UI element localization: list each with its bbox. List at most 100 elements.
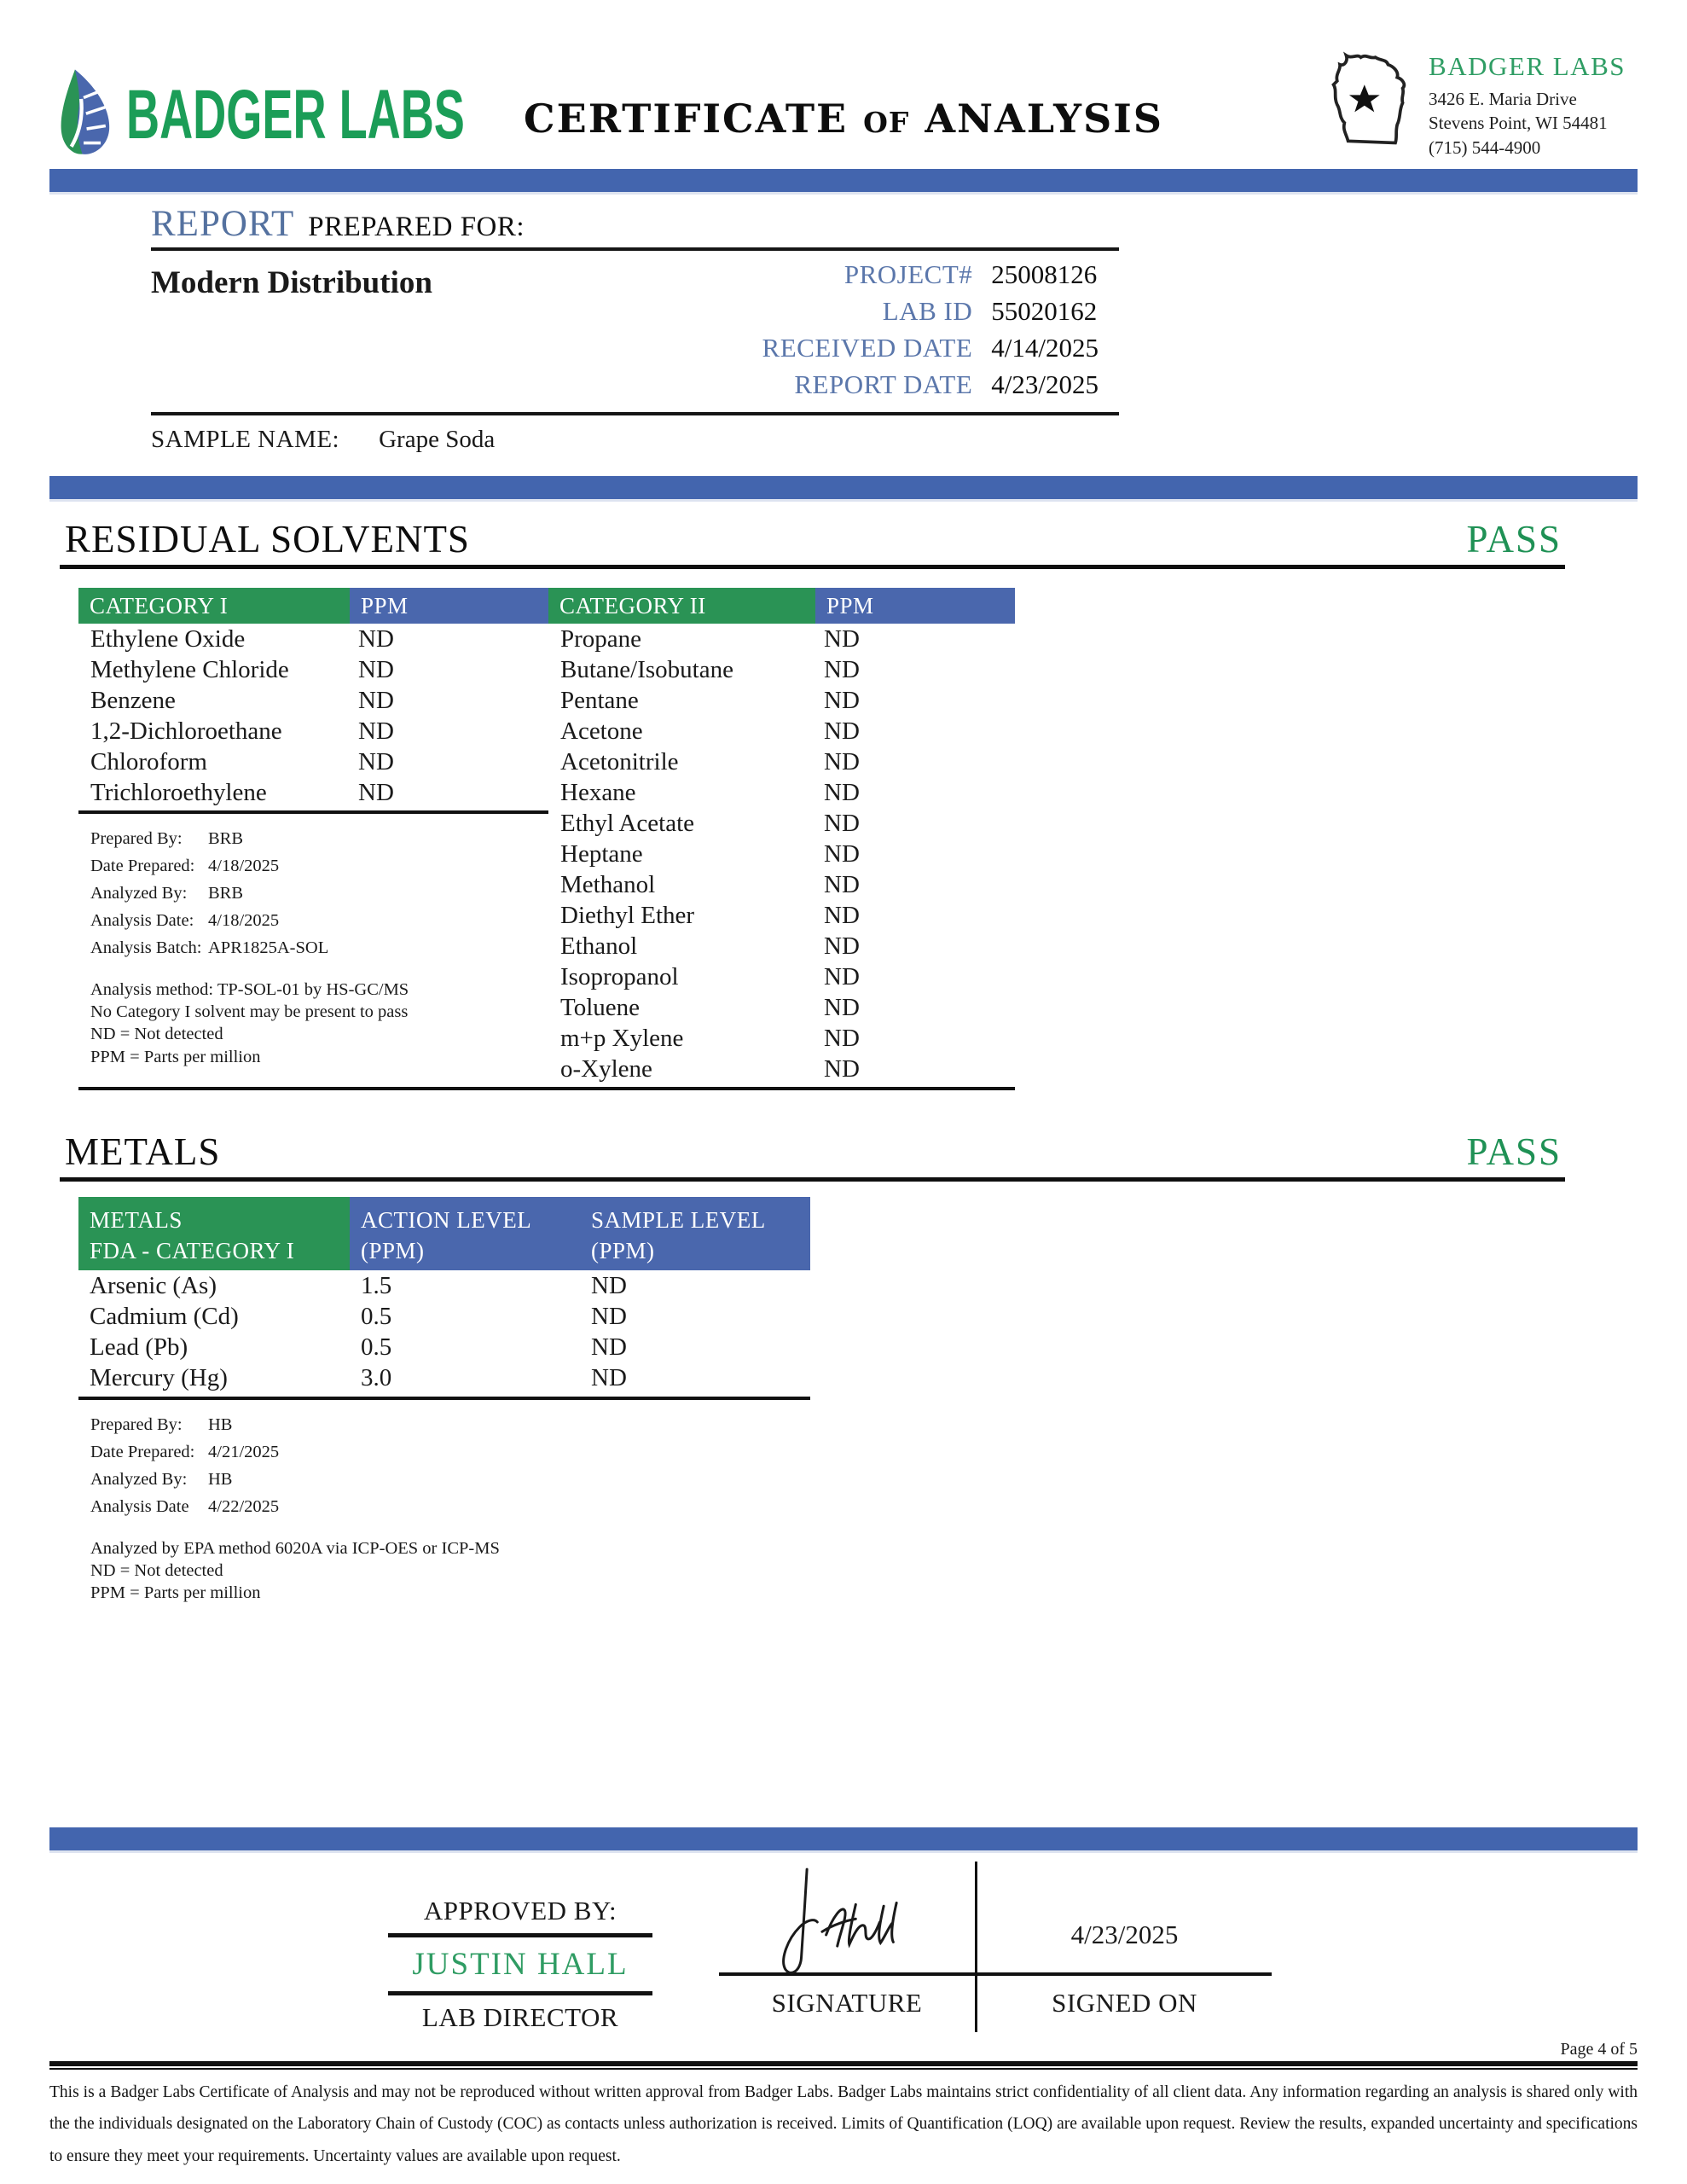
header-line: (PPM) bbox=[361, 1238, 425, 1264]
column-header-ppm2: PPM bbox=[815, 588, 1015, 624]
report-info-section: REPORT PREPARED FOR: Modern Distribution… bbox=[151, 203, 1119, 462]
meta-label: Date Prepared: bbox=[90, 857, 195, 875]
solvent-ppm-value: ND bbox=[824, 993, 860, 1021]
table-row: Heptane ND bbox=[548, 839, 1015, 869]
note-line: PPM = Parts per million bbox=[90, 1583, 261, 1603]
note-line: No Category I solvent may be present to … bbox=[90, 1002, 409, 1022]
metals-meta: Prepared By: HB Date Prepared: 4/21/2025… bbox=[90, 1415, 810, 1517]
meta-value: 4/22/2025 bbox=[208, 1497, 280, 1516]
solvent-ppm-value: ND bbox=[824, 962, 860, 990]
sample-name-row: SAMPLE NAME: Grape Soda bbox=[151, 415, 1119, 462]
metal-action-level: 1.5 bbox=[361, 1271, 392, 1299]
metals-status-badge: PASS bbox=[1466, 1130, 1562, 1173]
metal-sample-level: ND bbox=[591, 1333, 627, 1361]
solvent-ppm-value: ND bbox=[358, 624, 394, 653]
note-line: ND = Not detected bbox=[90, 1025, 223, 1044]
logo-wordmark: BADGER LABS bbox=[126, 76, 465, 154]
meta-row: Prepared By: BRB bbox=[90, 829, 548, 849]
title-word-certificate: CERTIFICATE bbox=[524, 96, 849, 142]
report-label: REPORT bbox=[151, 204, 295, 244]
table-row: Toluene ND bbox=[548, 992, 1015, 1023]
solvent-name: Ethanol bbox=[560, 932, 638, 960]
report-prepared-for-heading: REPORT PREPARED FOR: bbox=[151, 203, 1119, 251]
solvent-ppm-value: ND bbox=[824, 778, 860, 806]
table-row: Diethyl Ether ND bbox=[548, 900, 1015, 931]
star-icon bbox=[1348, 84, 1380, 113]
solvent-name: Diethyl Ether bbox=[560, 901, 695, 929]
table-row: Methanol ND bbox=[548, 869, 1015, 900]
solvent-name: Hexane bbox=[560, 778, 636, 806]
metal-sample-level: ND bbox=[591, 1302, 627, 1330]
meta-value: HB bbox=[208, 1470, 233, 1489]
solvents-table-body: Ethylene Oxide ND Methylene Chloride ND … bbox=[78, 624, 1015, 1084]
divider-bar-top bbox=[49, 169, 1638, 195]
address-line-1: 3426 E. Maria Drive bbox=[1429, 89, 1577, 109]
table-row: Methylene Chloride ND bbox=[78, 654, 548, 685]
metal-action-level: 3.0 bbox=[361, 1363, 392, 1391]
metal-sample-level: ND bbox=[591, 1363, 627, 1391]
prepared-for-label: PREPARED FOR: bbox=[308, 212, 525, 242]
metal-name: Arsenic (As) bbox=[90, 1271, 217, 1299]
sample-name-value: Grape Soda bbox=[379, 426, 496, 453]
solvent-ppm-value: ND bbox=[358, 778, 394, 806]
metal-action-level: 0.5 bbox=[361, 1302, 392, 1330]
lab-address: 3426 E. Maria Drive Stevens Point, WI 54… bbox=[1429, 87, 1626, 160]
solvent-name: Ethylene Oxide bbox=[90, 624, 246, 653]
residual-solvents-title: RESIDUAL SOLVENTS bbox=[65, 518, 470, 561]
field-label: RECEIVED DATE bbox=[762, 333, 973, 363]
header-line: FDA - CATEGORY I bbox=[90, 1238, 295, 1264]
solvent-ppm-value: ND bbox=[824, 839, 860, 868]
report-fields: PROJECT# 25008126 LAB ID 55020162 RECEIV… bbox=[762, 259, 1099, 400]
solvent-ppm-value: ND bbox=[824, 747, 860, 775]
divider-bar-bottom bbox=[49, 1827, 1638, 1853]
table-row: Chloroform ND bbox=[78, 746, 548, 777]
title-word-analysis: ANALYSIS bbox=[925, 96, 1163, 142]
meta-row: Analysis Date: 4/18/2025 bbox=[90, 911, 548, 931]
meta-value: 4/18/2025 bbox=[208, 857, 280, 875]
meta-row: Analyzed By: BRB bbox=[90, 884, 548, 903]
field-label: PROJECT# bbox=[844, 259, 973, 289]
metal-action-level: 0.5 bbox=[361, 1333, 392, 1361]
solvent-name: Pentane bbox=[560, 686, 639, 714]
lab-name: BADGER LABS bbox=[1429, 51, 1626, 81]
solvent-name: Methylene Chloride bbox=[90, 655, 289, 683]
field-value: 55020162 bbox=[991, 296, 1098, 326]
approver-title: LAB DIRECTOR bbox=[421, 2001, 619, 2032]
metals-table: METALS FDA - CATEGORY I ACTION LEVEL (PP… bbox=[78, 1197, 810, 1605]
meta-value: HB bbox=[208, 1415, 233, 1434]
rule-line bbox=[388, 1990, 652, 1995]
meta-value: APR1825A-SOL bbox=[208, 938, 329, 957]
solvent-name: Propane bbox=[560, 624, 642, 653]
phone-number: (715) 544-4900 bbox=[1429, 136, 1541, 158]
divider-bar-solvents bbox=[49, 476, 1638, 502]
table-row: Ethyl Acetate ND bbox=[548, 808, 1015, 839]
field-value: 25008126 bbox=[991, 259, 1098, 289]
page-number: Page 4 of 5 bbox=[1560, 2039, 1638, 2059]
meta-label: Analyzed By: bbox=[90, 1470, 188, 1489]
approved-by-label: APPROVED BY: bbox=[423, 1895, 617, 1926]
header-line: ACTION LEVEL bbox=[361, 1207, 532, 1233]
metals-rows: Arsenic (As) 1.5 ND Cadmium (Cd) 0.5 ND … bbox=[78, 1270, 810, 1393]
table-row: Pentane ND bbox=[548, 685, 1015, 716]
signed-on-label: SIGNED ON bbox=[975, 1975, 1272, 2032]
solvent-name: Isopropanol bbox=[560, 962, 679, 990]
metals-title: METALS bbox=[65, 1130, 221, 1173]
category1-bottom-rule bbox=[78, 810, 548, 814]
metals-notes: Analyzed by EPA method 6020A via ICP-OES… bbox=[90, 1537, 810, 1605]
address-line-2: Stevens Point, WI 54481 bbox=[1429, 113, 1608, 134]
table-row: Benzene ND bbox=[78, 685, 548, 716]
solvent-name: Acetonitrile bbox=[560, 747, 679, 775]
lab-address-block: BADGER LABS 3426 E. Maria Drive Stevens … bbox=[1316, 41, 1626, 160]
solvent-ppm-value: ND bbox=[358, 655, 394, 683]
residual-solvents-table: CATEGORY I PPM CATEGORY II PPM Ethylene … bbox=[78, 588, 1015, 1090]
metals-table-header: METALS FDA - CATEGORY I ACTION LEVEL (PP… bbox=[78, 1197, 810, 1270]
field-label: REPORT DATE bbox=[794, 369, 973, 399]
table-row: Arsenic (As) 1.5 ND bbox=[78, 1270, 810, 1301]
field-label: LAB ID bbox=[882, 296, 973, 326]
note-line: PPM = Parts per million bbox=[90, 1047, 261, 1066]
metal-sample-level: ND bbox=[591, 1271, 627, 1299]
category2-column: Propane ND Butane/Isobutane ND Pentane N… bbox=[548, 624, 1015, 1084]
solvent-name: Ethyl Acetate bbox=[560, 809, 695, 837]
note-line: ND = Not detected bbox=[90, 1561, 223, 1581]
meta-label: Analysis Date bbox=[90, 1497, 189, 1516]
